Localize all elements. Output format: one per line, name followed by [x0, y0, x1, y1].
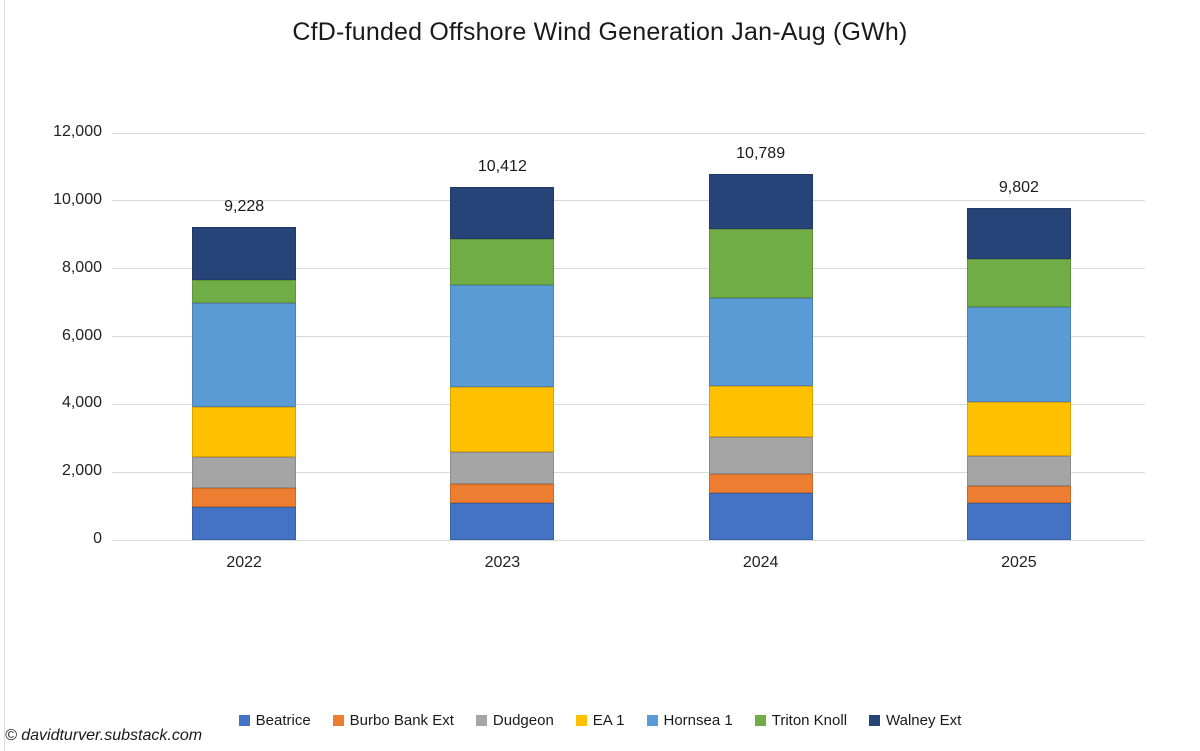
bar-segment-dudgeon-2025: [966, 455, 1071, 486]
bar-2024: [708, 174, 813, 540]
y-axis-tick-label: 4,000: [61, 394, 102, 412]
legend-item-walney-ext: Walney Ext: [869, 712, 961, 729]
bar-segment-triton-knoll-2025: [966, 259, 1071, 307]
x-axis-label-2023: 2023: [484, 554, 521, 571]
chart-title: CfD-funded Offshore Wind Generation Jan-…: [292, 18, 908, 46]
bar-segment-burbo-bank-ext-2024: [708, 473, 813, 493]
legend-label: Triton Knoll: [771, 712, 848, 729]
gridline-4000: [112, 403, 1145, 405]
bar-segment-ea-1-2023: [450, 387, 555, 452]
legend-label: Walney Ext: [886, 712, 962, 729]
bar-segment-dudgeon-2022: [192, 456, 297, 489]
bar-segment-walney-ext-2022: [192, 227, 297, 281]
bar-segment-hornsea-1-2025: [966, 306, 1071, 402]
y-axis-tick-label: 10,000: [53, 190, 102, 208]
bar-segment-hornsea-1-2023: [450, 284, 555, 388]
left-edge-line: [4, 0, 5, 751]
legend-label: Dudgeon: [492, 712, 554, 729]
bar-2023: [450, 186, 555, 540]
legend-label: Hornsea 1: [663, 712, 733, 729]
plot-area: 0 2,000 4,000 6,000 8,000 10,000 12,000 9,228 20…: [53, 123, 1145, 571]
total-data-label-2024: 10,789: [736, 145, 786, 163]
legend: Beatrice Burbo Bank Ext Dudgeon EA 1 Hornsea…: [0, 712, 1200, 729]
legend-swatch-icon: [575, 715, 587, 726]
bar-segment-walney-ext-2023: [450, 186, 555, 240]
bar-2025: [966, 207, 1071, 540]
legend-label: EA 1: [592, 712, 625, 729]
legend-swatch-icon: [869, 715, 881, 726]
bar-segment-burbo-bank-ext-2022: [192, 488, 297, 507]
bar-segment-dudgeon-2023: [450, 451, 555, 485]
legend-swatch-icon: [646, 715, 658, 726]
bar-segment-burbo-bank-ext-2023: [450, 484, 555, 503]
y-axis-tick-label: 6,000: [61, 326, 102, 344]
bar-segment-beatrice-2025: [966, 503, 1071, 540]
bar-segment-hornsea-1-2024: [708, 298, 813, 386]
gridline-8000: [112, 268, 1145, 270]
bar-segment-triton-knoll-2024: [708, 229, 813, 299]
x-axis-label-2024: 2024: [742, 554, 779, 571]
bar-2022: [192, 227, 297, 540]
y-axis-tick-label: 0: [93, 530, 102, 547]
bar-segment-beatrice-2023: [450, 502, 555, 540]
bar-segment-burbo-bank-ext-2025: [966, 485, 1071, 504]
bar-segment-hornsea-1-2022: [192, 302, 297, 407]
y-axis-tick-label: 12,000: [53, 123, 102, 140]
bar-segment-beatrice-2022: [192, 506, 297, 540]
legend-item-ea-1: EA 1: [575, 712, 625, 729]
legend-label: Burbo Bank Ext: [349, 712, 454, 729]
legend-item-hornsea-1: Hornsea 1: [646, 712, 733, 729]
gridline-2000: [112, 471, 1145, 473]
bar-segment-ea-1-2024: [708, 385, 813, 437]
bar-segment-walney-ext-2024: [708, 174, 813, 230]
bar-segment-triton-knoll-2022: [192, 280, 297, 303]
y-axis-tick-label: 8,000: [61, 258, 102, 276]
x-axis-label-2022: 2022: [226, 554, 262, 571]
total-data-label-2022: 9,228: [224, 198, 265, 216]
legend-item-beatrice: Beatrice: [238, 712, 311, 729]
bar-segment-ea-1-2022: [192, 406, 297, 457]
gridline-0: [112, 539, 1145, 541]
total-data-label-2025: 9,802: [998, 178, 1039, 196]
gridline-6000: [112, 336, 1145, 337]
legend-swatch-icon: [754, 715, 766, 726]
legend-item-dudgeon: Dudgeon: [475, 712, 554, 729]
legend-swatch-icon: [238, 715, 250, 726]
bar-segment-dudgeon-2024: [708, 436, 813, 474]
legend-label: Beatrice: [255, 712, 311, 729]
x-axis-label-2025: 2025: [1001, 554, 1037, 571]
bar-segment-ea-1-2025: [966, 401, 1071, 456]
legend-swatch-icon: [475, 715, 487, 726]
gridline-12000: [112, 132, 1145, 134]
watermark: © davidturver.substack.com: [5, 727, 203, 744]
legend-item-burbo-bank-ext: Burbo Bank Ext: [332, 712, 454, 729]
y-axis-tick-label: 2,000: [61, 462, 102, 480]
total-data-label-2023: 10,412: [477, 157, 527, 175]
bar-segment-triton-knoll-2023: [450, 239, 555, 285]
gridline-10000: [112, 200, 1145, 202]
bar-segment-walney-ext-2025: [966, 207, 1071, 260]
legend-swatch-icon: [332, 715, 344, 726]
bar-segment-beatrice-2024: [708, 492, 813, 540]
legend-item-triton-knoll: Triton Knoll: [754, 712, 848, 729]
